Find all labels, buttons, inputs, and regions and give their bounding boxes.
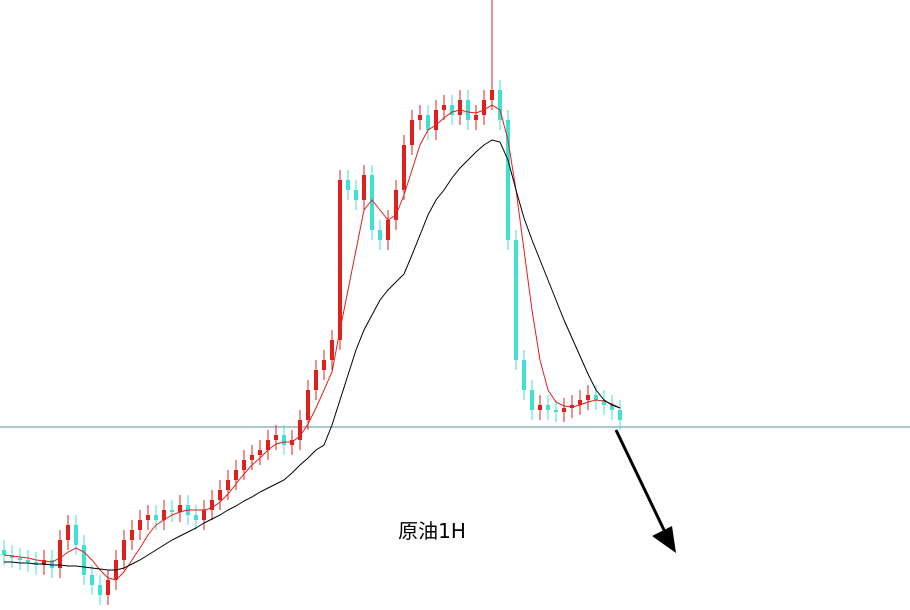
candle-body xyxy=(130,530,134,540)
chart-title: 原油1H xyxy=(398,519,466,543)
candle-body xyxy=(426,115,430,130)
candle-body xyxy=(514,240,518,360)
candle-body xyxy=(458,100,462,115)
candle-body xyxy=(578,400,582,405)
candle-body xyxy=(282,435,286,445)
candle-body xyxy=(506,120,510,240)
candle-body xyxy=(442,105,446,110)
candle-body xyxy=(242,460,246,470)
candle-body xyxy=(194,515,198,520)
candle-body xyxy=(546,405,550,410)
candle-body xyxy=(146,515,150,520)
candle-body xyxy=(618,410,622,420)
candle-body xyxy=(154,515,158,520)
candle-body xyxy=(322,360,326,370)
candle-body xyxy=(482,100,486,115)
candle-body xyxy=(330,340,334,360)
arrow-head xyxy=(652,526,676,553)
candle-body xyxy=(538,405,542,410)
candle-body xyxy=(474,115,478,120)
candle-body xyxy=(66,525,70,540)
candle-body xyxy=(234,470,238,480)
candle-body xyxy=(90,575,94,585)
moving-average-line xyxy=(3,104,621,581)
candle-body xyxy=(402,145,406,190)
candle-body xyxy=(178,505,182,512)
candle-body xyxy=(202,510,206,520)
candle-body xyxy=(250,455,254,460)
candle-body xyxy=(378,230,382,240)
candle-body xyxy=(162,510,166,520)
candle-body xyxy=(98,585,102,595)
candle-body xyxy=(266,440,270,450)
candle-body xyxy=(314,370,318,390)
candle-body xyxy=(522,360,526,390)
candle-body xyxy=(530,390,534,410)
candle-body xyxy=(106,580,110,595)
candle-body xyxy=(138,520,142,530)
candle-body xyxy=(554,410,558,412)
candle-body xyxy=(370,175,374,230)
candle-body xyxy=(466,100,470,120)
candle-body xyxy=(410,120,414,145)
candle-body xyxy=(354,190,358,200)
candle-body xyxy=(26,560,30,562)
candle-body xyxy=(122,540,126,560)
candle-body xyxy=(586,395,590,400)
candle-body xyxy=(274,435,278,440)
candle-body xyxy=(450,105,454,115)
candle-body xyxy=(298,420,302,440)
candle-body xyxy=(386,220,390,240)
candle-body xyxy=(562,408,566,412)
candle-body xyxy=(434,110,438,130)
candle-body xyxy=(498,90,502,120)
candle-body xyxy=(394,190,398,220)
candle-body xyxy=(594,395,598,400)
candle-body xyxy=(338,180,342,340)
candle-body xyxy=(210,500,214,510)
candle-body xyxy=(362,175,366,200)
candle-body xyxy=(306,390,310,420)
candle-body xyxy=(170,510,174,512)
candle-body xyxy=(610,405,614,410)
candle-body xyxy=(50,560,54,568)
candle-body xyxy=(602,400,606,405)
candle-body xyxy=(346,180,350,190)
candle-body xyxy=(218,490,222,500)
candle-body xyxy=(418,115,422,120)
candle-body xyxy=(18,558,22,560)
arrow xyxy=(614,429,676,553)
candle-body xyxy=(42,560,46,565)
candle-body xyxy=(82,545,86,575)
candle-body xyxy=(74,525,78,545)
candle-body xyxy=(490,90,494,100)
candle-body xyxy=(258,450,262,455)
candle-body xyxy=(2,550,6,555)
arrow-shaft xyxy=(614,429,666,531)
candle-body xyxy=(226,480,230,490)
candle-body xyxy=(58,540,62,568)
moving-average-line xyxy=(4,139,621,571)
